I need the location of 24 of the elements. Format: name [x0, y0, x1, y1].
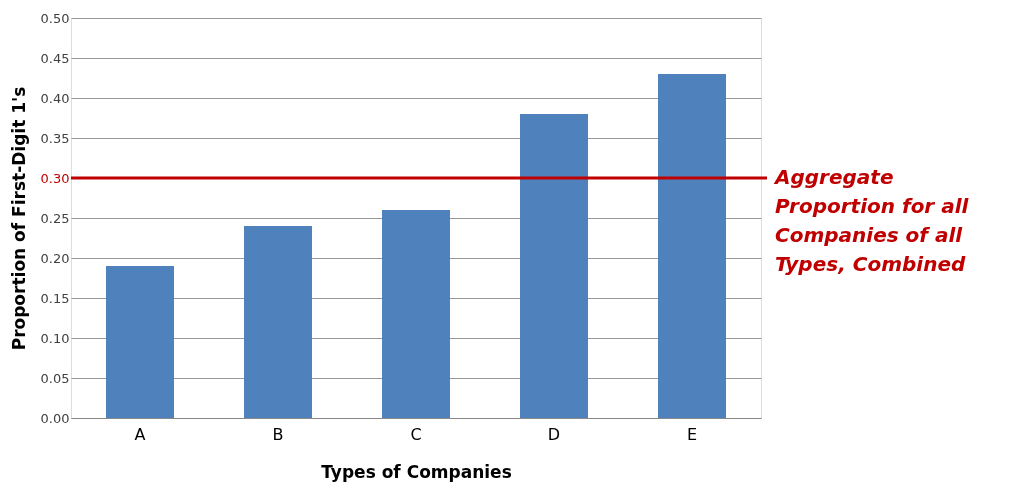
y-tick-label: 0.35 — [40, 130, 70, 146]
y-tick-label: 0.05 — [40, 370, 70, 386]
x-tick-label: C — [410, 424, 422, 444]
x-tick-label: D — [547, 424, 561, 444]
bar — [244, 226, 312, 418]
y-tick-label: 0.25 — [40, 210, 70, 226]
y-axis-title: Proportion of First-Digit 1's — [8, 86, 29, 351]
y-tick-label: 0.30 — [40, 170, 70, 186]
y-tick-label: 0.50 — [40, 10, 70, 26]
x-axis-title: Types of Companies — [321, 461, 512, 482]
ref-line-label: Aggregate Proportion for all Companies of all Types, Combined — [773, 165, 970, 276]
x-tick-label: A — [134, 424, 146, 444]
x-tick-label: E — [686, 424, 698, 444]
bar — [382, 210, 450, 418]
y-tick-label: 0.00 — [40, 410, 70, 426]
y-tick-label: 0.45 — [40, 50, 70, 66]
x-tick-label: B — [272, 424, 284, 444]
bar — [658, 74, 726, 418]
y-tick-label: 0.10 — [40, 330, 70, 346]
y-tick-label: 0.40 — [40, 90, 70, 106]
bar — [106, 266, 174, 418]
y-tick-label: 0.20 — [40, 250, 70, 266]
y-tick-label: 0.15 — [40, 290, 70, 306]
bar — [520, 114, 588, 418]
